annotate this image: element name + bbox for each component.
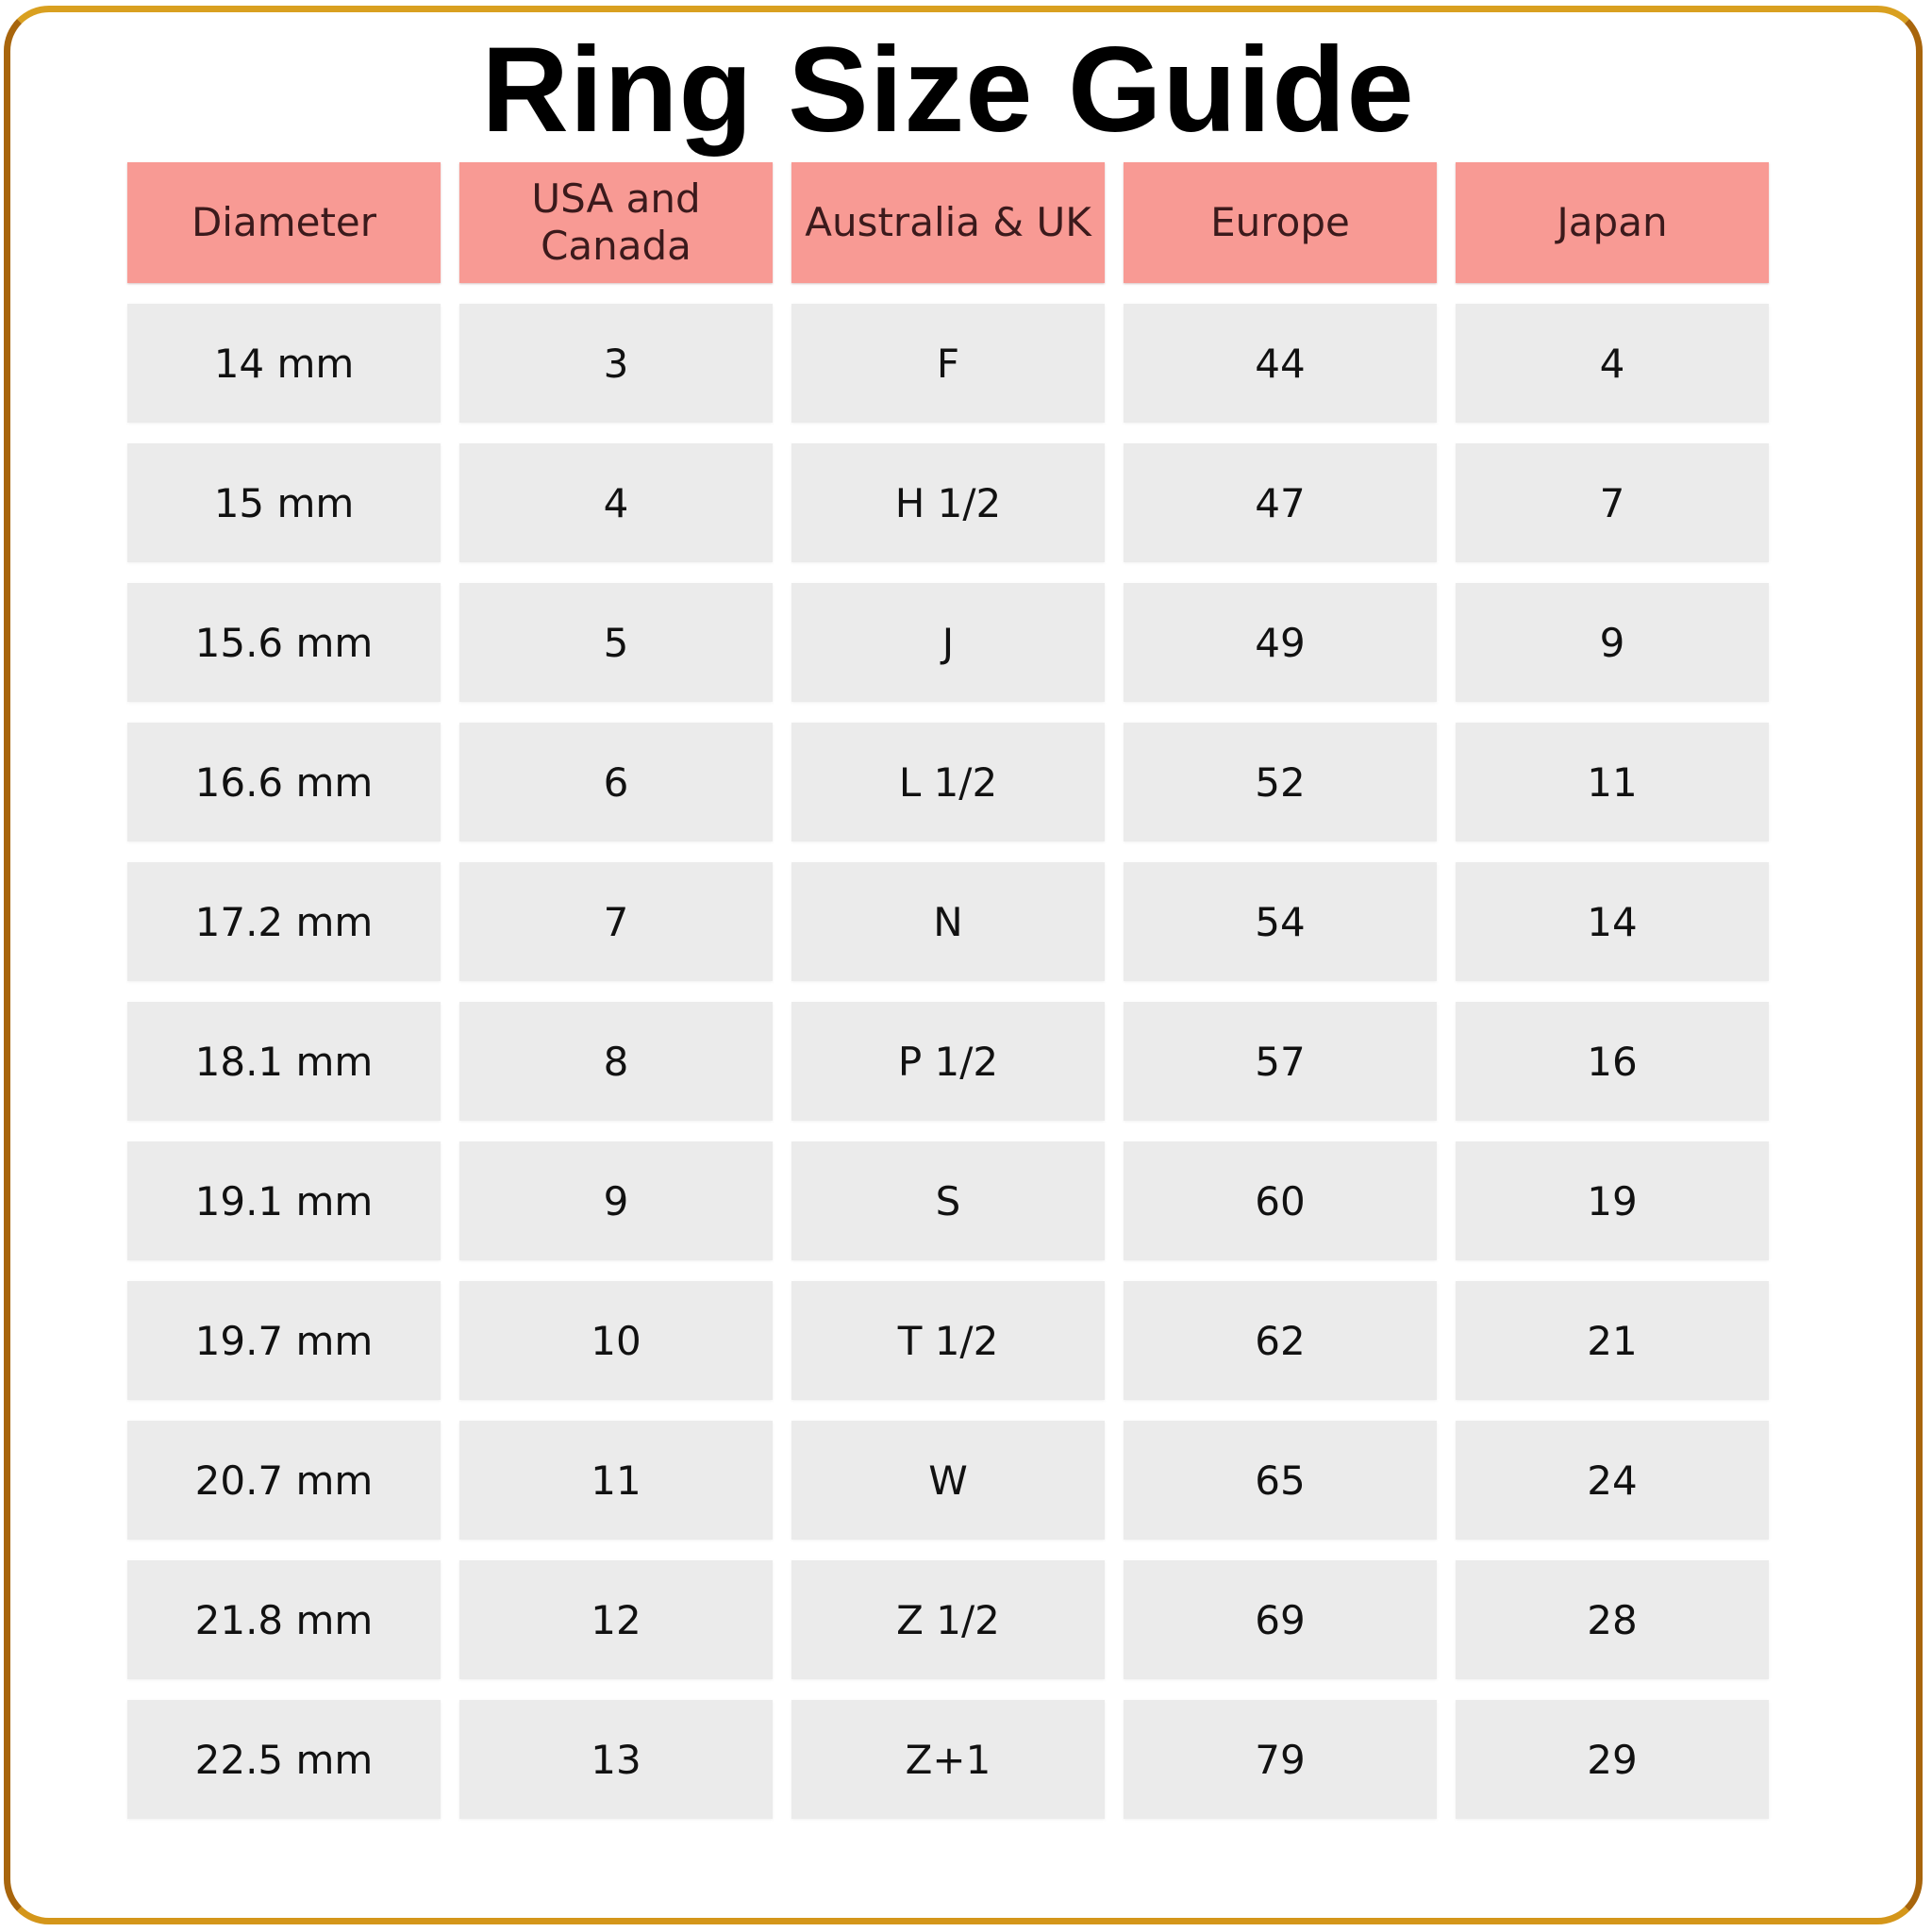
cell-japan: 14 — [1456, 862, 1769, 981]
cell-diameter: 19.1 mm — [127, 1141, 441, 1260]
cell-diameter: 18.1 mm — [127, 1002, 441, 1121]
cell-australia-uk: F — [791, 304, 1105, 423]
cell-usa-canada: 13 — [459, 1700, 773, 1819]
cell-australia-uk: H 1/2 — [791, 443, 1105, 562]
cell-usa-canada: 7 — [459, 862, 773, 981]
cell-japan: 16 — [1456, 1002, 1769, 1121]
cell-japan: 29 — [1456, 1700, 1769, 1819]
cell-australia-uk: N — [791, 862, 1105, 981]
cell-usa-canada: 9 — [459, 1141, 773, 1260]
gold-border-frame — [4, 6, 1923, 1924]
header-diameter: Diameter — [127, 162, 441, 283]
cell-europe: 69 — [1124, 1560, 1437, 1679]
cell-japan: 28 — [1456, 1560, 1769, 1679]
cell-japan: 24 — [1456, 1421, 1769, 1540]
header-europe: Europe — [1124, 162, 1437, 283]
cell-usa-canada: 12 — [459, 1560, 773, 1679]
cell-japan: 9 — [1456, 583, 1769, 702]
cell-diameter: 19.7 mm — [127, 1281, 441, 1400]
cell-usa-canada: 6 — [459, 723, 773, 841]
cell-diameter: 15 mm — [127, 443, 441, 562]
cell-europe: 79 — [1124, 1700, 1437, 1819]
cell-diameter: 15.6 mm — [127, 583, 441, 702]
cell-australia-uk: J — [791, 583, 1105, 702]
cell-diameter: 20.7 mm — [127, 1421, 441, 1540]
cell-diameter: 16.6 mm — [127, 723, 441, 841]
cell-usa-canada: 10 — [459, 1281, 773, 1400]
cell-usa-canada: 11 — [459, 1421, 773, 1540]
cell-europe: 49 — [1124, 583, 1437, 702]
cell-australia-uk: Z+1 — [791, 1700, 1105, 1819]
cell-japan: 11 — [1456, 723, 1769, 841]
cell-europe: 47 — [1124, 443, 1437, 562]
cell-japan: 19 — [1456, 1141, 1769, 1260]
cell-europe: 54 — [1124, 862, 1437, 981]
cell-europe: 57 — [1124, 1002, 1437, 1121]
header-usa-canada: USA and Canada — [459, 162, 773, 283]
cell-europe: 44 — [1124, 304, 1437, 423]
cell-australia-uk: L 1/2 — [791, 723, 1105, 841]
cell-europe: 60 — [1124, 1141, 1437, 1260]
cell-australia-uk: S — [791, 1141, 1105, 1260]
cell-japan: 21 — [1456, 1281, 1769, 1400]
cell-japan: 4 — [1456, 304, 1769, 423]
cell-usa-canada: 8 — [459, 1002, 773, 1121]
cell-usa-canada: 5 — [459, 583, 773, 702]
cell-australia-uk: Z 1/2 — [791, 1560, 1105, 1679]
cell-australia-uk: T 1/2 — [791, 1281, 1105, 1400]
page-title: Ring Size Guide — [481, 23, 1415, 158]
cell-usa-canada: 4 — [459, 443, 773, 562]
cell-diameter: 17.2 mm — [127, 862, 441, 981]
cell-europe: 65 — [1124, 1421, 1437, 1540]
header-australia-uk: Australia & UK — [791, 162, 1105, 283]
cell-diameter: 21.8 mm — [127, 1560, 441, 1679]
cell-usa-canada: 3 — [459, 304, 773, 423]
ring-size-table: Diameter USA and Canada Australia & UK Euro… — [127, 162, 1769, 1819]
cell-australia-uk: P 1/2 — [791, 1002, 1105, 1121]
cell-europe: 52 — [1124, 723, 1437, 841]
cell-japan: 7 — [1456, 443, 1769, 562]
cell-diameter: 14 mm — [127, 304, 441, 423]
header-japan: Japan — [1456, 162, 1769, 283]
cell-europe: 62 — [1124, 1281, 1437, 1400]
cell-diameter: 22.5 mm — [127, 1700, 441, 1819]
cell-australia-uk: W — [791, 1421, 1105, 1540]
